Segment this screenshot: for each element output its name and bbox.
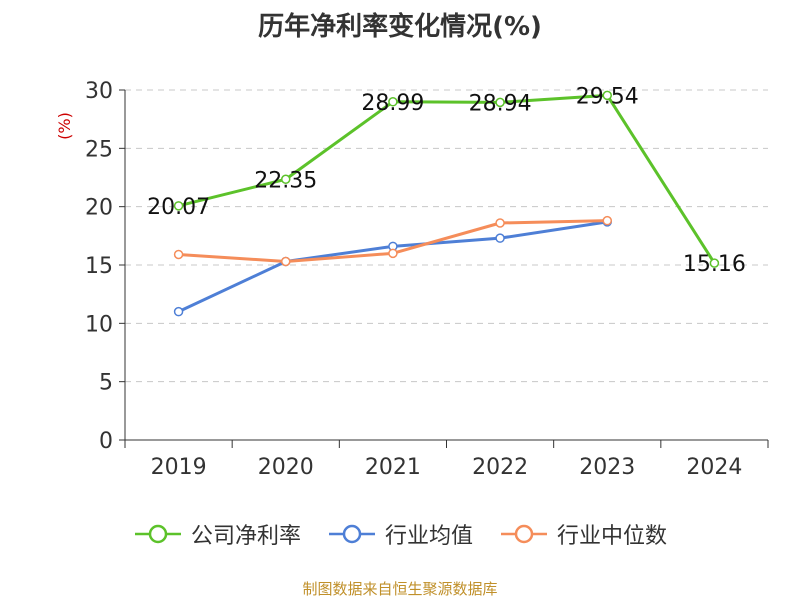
data-label-2019: 20.07 (147, 195, 210, 220)
x-tick-label-2019: 2019 (151, 455, 207, 480)
data-point-s1-2019[interactable] (173, 306, 184, 317)
legend-swatch-marker-1 (342, 524, 362, 544)
data-point-s0-2019[interactable] (173, 201, 184, 211)
data-point-s2-2019[interactable] (173, 249, 184, 260)
legend-swatch-marker-0 (148, 524, 168, 544)
y-tick-label: 5 (99, 371, 113, 396)
legend-label-industry-average: 行业均值 (384, 524, 473, 549)
data-point-s0-2024[interactable] (709, 258, 720, 268)
y-tick-label: 30 (85, 79, 113, 104)
legend: 公司净利率 行业均值 行业中位数 (0, 518, 800, 550)
data-label-2024: 15.16 (683, 252, 746, 277)
data-point-s2-2023[interactable] (602, 215, 612, 226)
axes: 0 5 10 15 20 25 30 2019 2020 2021 2022 2023 2024 (85, 79, 769, 480)
data-point-s0-2020[interactable] (281, 174, 291, 184)
series-line-1 (177, 220, 608, 314)
legend-item-company-net-margin[interactable]: 公司净利率 (133, 518, 301, 550)
data-point-s0-2022[interactable] (495, 97, 505, 108)
legend-label-company-net-margin: 公司净利率 (190, 524, 301, 549)
y-tick-label: 15 (85, 254, 113, 279)
data-source-note: 制图数据来自恒生聚源数据库 (302, 580, 498, 598)
legend-swatch-industry-average (328, 524, 375, 544)
y-tick-label: 0 (99, 429, 113, 454)
chart-title: 历年净利率变化情况(%) (258, 12, 542, 42)
y-tick-label: 20 (85, 196, 113, 221)
data-label-2021: 28.99 (361, 91, 424, 116)
data-point-s1-2022[interactable] (495, 233, 505, 243)
x-tick-label-2020: 2020 (258, 455, 314, 480)
data-point-s2-2021[interactable] (388, 248, 398, 259)
data-point-s0-2021[interactable] (388, 97, 398, 107)
data-labels: 20.07 22.35 28.99 28.94 29.54 15.16 (147, 84, 746, 277)
y-tick-label: 25 (85, 137, 113, 162)
x-tick-label-2023: 2023 (579, 455, 635, 480)
series-line-0 (178, 93, 716, 264)
y-axis-label: (%) (55, 112, 74, 140)
legend-item-industry-median[interactable]: 行业中位数 (499, 518, 667, 550)
data-label-2020: 22.35 (254, 168, 317, 193)
data-point-s2-2020[interactable] (281, 256, 291, 267)
legend-label-industry-median: 行业中位数 (557, 524, 668, 549)
data-label-2022: 28.94 (469, 91, 532, 116)
data-label-2023: 29.54 (576, 84, 639, 109)
legend-swatch-industry-median (501, 524, 547, 544)
y-tick-label: 10 (85, 312, 113, 337)
series-lines (173, 90, 720, 317)
legend-swatch-marker-2 (514, 524, 534, 544)
legend-swatch-company-net-margin (134, 524, 181, 544)
data-point-s0-2023[interactable] (602, 90, 612, 101)
x-tick-label-2022: 2022 (472, 455, 528, 480)
legend-item-industry-average[interactable]: 行业均值 (327, 518, 473, 550)
x-tick-label-2024: 2024 (686, 455, 742, 480)
data-point-s2-2022[interactable] (495, 218, 505, 228)
grid-lines (125, 89, 768, 383)
x-tick-label-2021: 2021 (365, 455, 421, 480)
